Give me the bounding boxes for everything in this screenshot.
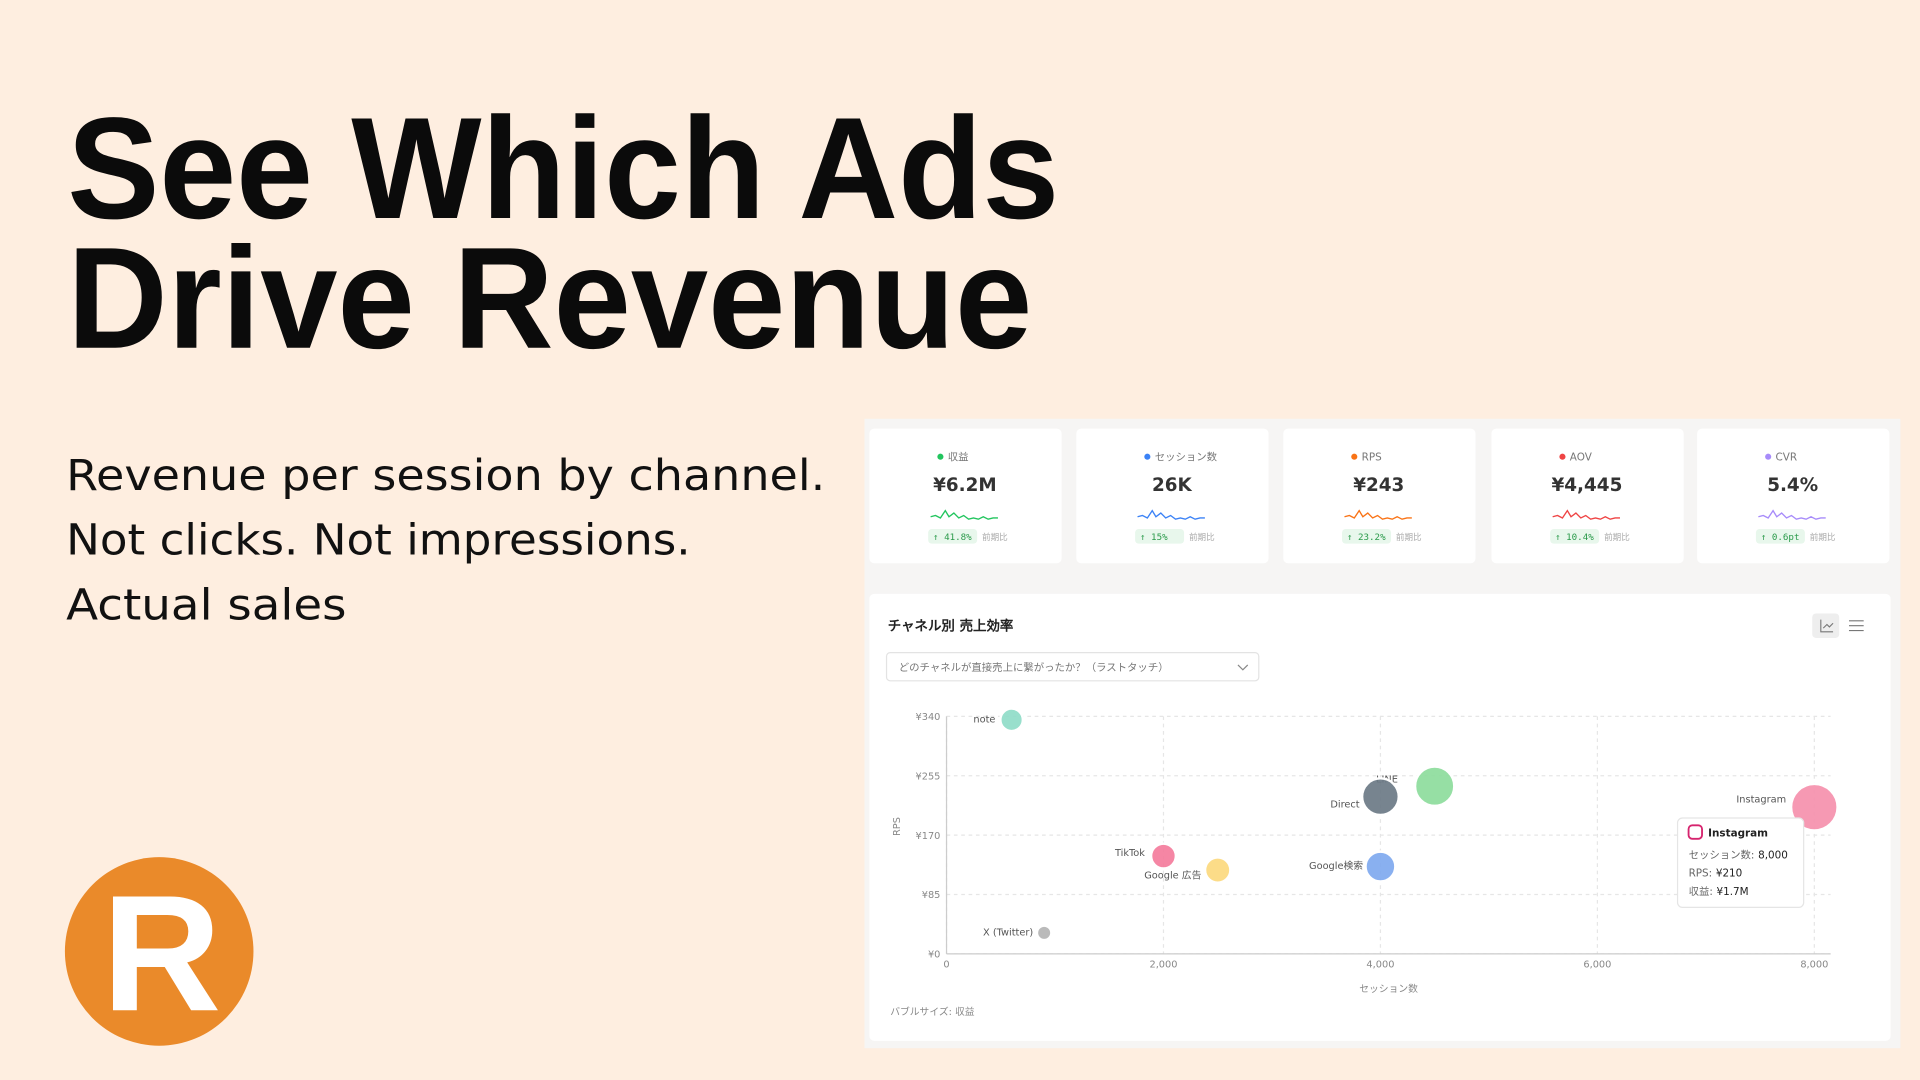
- x-tick-label: 2,000: [1149, 959, 1177, 970]
- kpi-dot: [937, 453, 944, 460]
- bubble-label: Google 広告: [1144, 869, 1201, 882]
- kpi-label: AOV: [1570, 451, 1593, 463]
- bubble-label: Direct: [1330, 800, 1359, 811]
- x-tick-label: 0: [943, 959, 949, 970]
- x-tick-label: 4,000: [1366, 959, 1394, 970]
- x-tick-label: 8,000: [1800, 959, 1828, 970]
- kpi-value: 26K: [1152, 475, 1193, 496]
- tagline: Not clicks. Not impressions.: [66, 516, 690, 566]
- kpi-card: [1697, 428, 1890, 564]
- kpi-dot: [1351, 453, 1358, 460]
- plot: 0 2,000 4,000 6,000 8,000 ¥0 ¥85 ¥170 ¥255 ¥340 no…: [916, 707, 1839, 970]
- bubble: [1203, 856, 1232, 884]
- bubble: [1364, 850, 1397, 883]
- tagline: Revenue per session by channel.: [66, 451, 825, 501]
- kpi-compare: 前期比: [1396, 531, 1422, 543]
- tooltip-label: 収益:: [1689, 885, 1713, 898]
- x-axis-label: セッション数: [1359, 982, 1418, 995]
- bubble: [999, 707, 1025, 733]
- kpi-dot: [1144, 453, 1151, 460]
- tooltip-value: ¥210: [1716, 868, 1742, 880]
- kpi-card: [869, 428, 1062, 564]
- bubble-label: Google検索: [1309, 859, 1363, 872]
- kpi-value: 5.4%: [1767, 475, 1818, 496]
- sparkline: [1344, 509, 1412, 520]
- kpi-change: ↑ 41.8%: [933, 532, 972, 543]
- tooltip-label: RPS:: [1689, 868, 1713, 880]
- instagram-icon: [1687, 824, 1703, 840]
- kpi-card: [1491, 428, 1684, 564]
- kpi-value: ¥6.2M: [933, 475, 997, 496]
- headline: See Which Ads: [67, 87, 1059, 249]
- kpi-label: CVR: [1776, 451, 1798, 463]
- bubble: [1360, 777, 1401, 817]
- sparkline: [1137, 509, 1205, 520]
- bubble: [1789, 782, 1839, 832]
- change-pill: [1135, 528, 1185, 544]
- bubble: [1149, 842, 1178, 870]
- logo-circle: [64, 857, 254, 1046]
- y-tick-label: ¥85: [922, 890, 941, 901]
- tooltip-label: セッション数:: [1689, 848, 1755, 861]
- bubble: [1413, 765, 1456, 808]
- y-axis-label: RPS: [892, 817, 903, 836]
- y-tick-label: ¥170: [916, 831, 941, 842]
- change-pill: [928, 528, 978, 544]
- kpi-dot: [1765, 453, 1772, 460]
- tooltip-row: 収益: ¥1.7M: [1689, 885, 1749, 898]
- change-pill: [1755, 528, 1805, 544]
- tooltip-row: セッション数: 8,000: [1689, 848, 1788, 861]
- tooltip-row: RPS: ¥210: [1689, 868, 1743, 880]
- bubble-label: Instagram: [1736, 794, 1786, 805]
- logo: R: [64, 857, 254, 1046]
- kpi-change: ↑ 10.4%: [1555, 532, 1594, 543]
- y-tick-label: ¥0: [928, 950, 940, 961]
- sparkline: [1552, 509, 1620, 520]
- size-note: バブルサイズ: 収益: [890, 1005, 975, 1018]
- kpi-label: RPS: [1362, 451, 1382, 463]
- kpi-label: 収益: [948, 450, 969, 463]
- kpi-change: ↑ 0.6pt: [1761, 532, 1800, 543]
- tooltip-value: ¥1.7M: [1717, 886, 1749, 898]
- kpi-compare: 前期比: [982, 531, 1008, 543]
- change-pill: [1342, 528, 1392, 544]
- kpi-card: [1283, 428, 1476, 564]
- y-tick-label: ¥255: [916, 771, 941, 782]
- kpi-compare: 前期比: [1604, 531, 1630, 543]
- bubble-label: note: [973, 714, 995, 725]
- kpi-compare: 前期比: [1189, 531, 1215, 543]
- kpi-change: ↑ 23.2%: [1347, 532, 1386, 543]
- kpi-dot: [1559, 453, 1566, 460]
- kpi-card: [1076, 428, 1269, 564]
- kpi-label: セッション数: [1155, 450, 1218, 463]
- bubble-label: X (Twitter): [983, 927, 1033, 938]
- headline: Drive Revenue: [67, 217, 1032, 379]
- kpi-value: ¥4,445: [1552, 475, 1623, 496]
- kpi-row: 収益 ¥6.2M ↑ 41.8% 前期比 セッション数 26K ↑ 15% 前期比 RPS ¥24…: [869, 428, 1890, 564]
- bubble-label: TikTok: [1114, 848, 1145, 859]
- kpi-value: ¥243: [1353, 475, 1404, 496]
- view-icons: [1820, 619, 1864, 633]
- change-pill: [1550, 528, 1600, 544]
- tooltip-box: [1676, 817, 1805, 908]
- x-tick-label: 6,000: [1583, 959, 1611, 970]
- kpi-change: ↑ 15%: [1140, 532, 1168, 543]
- sparkline: [1758, 509, 1826, 520]
- dropdown-chevron: [1237, 664, 1249, 671]
- chart-title: チャネル別 売上効率: [888, 618, 1014, 635]
- dropdown[interactable]: [885, 652, 1260, 682]
- tooltip-value: 8,000: [1758, 849, 1788, 861]
- tooltip-title: Instagram: [1708, 827, 1768, 839]
- bubble: [1035, 924, 1053, 942]
- dropdown-text: どのチャネルが直接売上に繋がったか？（ラストタッチ）: [899, 661, 1169, 674]
- tagline: Actual sales: [66, 581, 346, 631]
- sparkline: [930, 509, 998, 520]
- y-tick-label: ¥340: [916, 712, 941, 723]
- logo-letter: R: [102, 861, 221, 1046]
- kpi-compare: 前期比: [1810, 531, 1836, 543]
- chart-card: [869, 593, 1891, 1041]
